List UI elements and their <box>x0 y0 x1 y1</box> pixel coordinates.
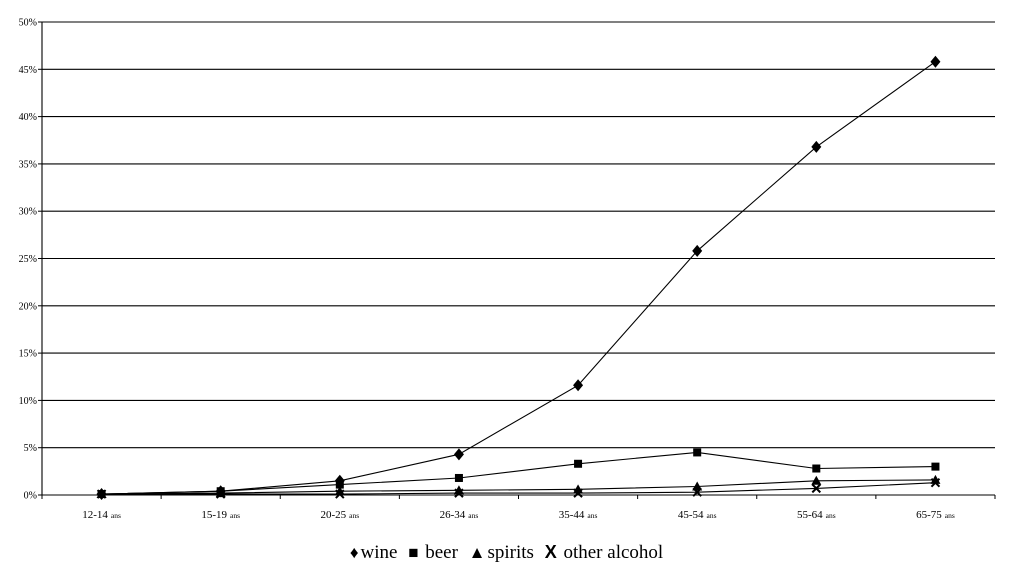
legend-entry-other-alcohol: X other alcohol <box>545 542 663 563</box>
triangle-icon: ▲ <box>468 543 486 562</box>
chart-legend: ♦ wine ■ beer ▲ spirits X other alcohol <box>0 542 1013 564</box>
data-point-wine <box>215 485 226 498</box>
legend-entry-wine: ♦ wine <box>350 542 398 563</box>
gridlines <box>42 21 995 449</box>
y-tick-label: 15% <box>19 349 37 360</box>
x-axis-tick-labels: 12-14 ans 15-19 ans 20-25 ans 26-34 ans 35-44 ans… <box>82 509 955 521</box>
legend-label-beer: beer <box>425 542 458 563</box>
series-lines <box>101 61 936 495</box>
y-tick-label: 0% <box>24 491 37 502</box>
data-point-beer <box>931 462 940 471</box>
legend-entry-spirits: ▲ spirits <box>469 542 534 563</box>
x-tick-label: 15-19 ans <box>201 509 240 521</box>
data-point-wine <box>96 488 107 501</box>
axes <box>38 21 996 499</box>
data-point-spirits <box>811 475 822 485</box>
data-point-wine <box>573 379 584 392</box>
data-point-spirits <box>334 486 345 496</box>
series-markers <box>96 55 941 501</box>
x-tick-label: 55-64 ans <box>797 509 836 521</box>
data-point-wine <box>930 55 941 68</box>
y-tick-label: 25% <box>19 254 37 265</box>
x-tick-label: 12-14 ans <box>82 509 121 521</box>
y-tick-label: 45% <box>19 65 37 76</box>
x-tick-label: 65-75 ans <box>916 509 955 521</box>
series-line-beer <box>101 451 936 495</box>
legend-label-spirits: spirits <box>487 542 534 563</box>
data-point-beer <box>454 473 463 482</box>
x-tick-label: 26-34 ans <box>440 509 479 521</box>
data-point-spirits <box>453 485 464 495</box>
x-tick-label: 45-54 ans <box>678 509 717 521</box>
data-point-beer <box>574 459 583 468</box>
data-point-wine <box>453 448 464 461</box>
data-point-spirits <box>573 484 584 494</box>
y-tick-label: 20% <box>19 301 37 312</box>
data-point-wine <box>811 140 822 153</box>
data-point-spirits <box>692 481 703 491</box>
series-line-wine <box>101 61 936 495</box>
y-tick-label: 5% <box>24 443 37 454</box>
data-point-spirits <box>930 474 941 484</box>
y-axis-tick-labels: 0% 5% 10% 15% 20% 25% 30% 35% 40% 45% 50% <box>19 18 37 502</box>
data-point-beer <box>693 448 702 457</box>
legend-label-wine: wine <box>360 542 398 563</box>
data-point-beer <box>812 464 821 473</box>
x-tick-label: 20-25 ans <box>320 509 359 521</box>
x-tick-label: 35-44 ans <box>559 509 598 521</box>
y-tick-label: 10% <box>19 396 37 407</box>
y-tick-label: 50% <box>19 18 37 29</box>
data-point-wine <box>692 244 703 257</box>
y-tick-label: 35% <box>19 159 37 170</box>
series-line-other-alcohol <box>101 482 936 495</box>
data-point-wine <box>334 474 345 487</box>
series-line-spirits <box>101 479 936 495</box>
legend-entry-beer: ■ beer <box>408 542 458 563</box>
y-tick-label: 40% <box>19 112 37 123</box>
diamond-icon: ♦ <box>349 543 359 562</box>
y-tick-label: 30% <box>19 207 37 218</box>
data-point-other-alcohol <box>811 483 822 494</box>
square-icon: ■ <box>408 543 419 562</box>
legend-label-other-alcohol: other alcohol <box>563 542 664 563</box>
x-icon: X <box>544 542 557 562</box>
